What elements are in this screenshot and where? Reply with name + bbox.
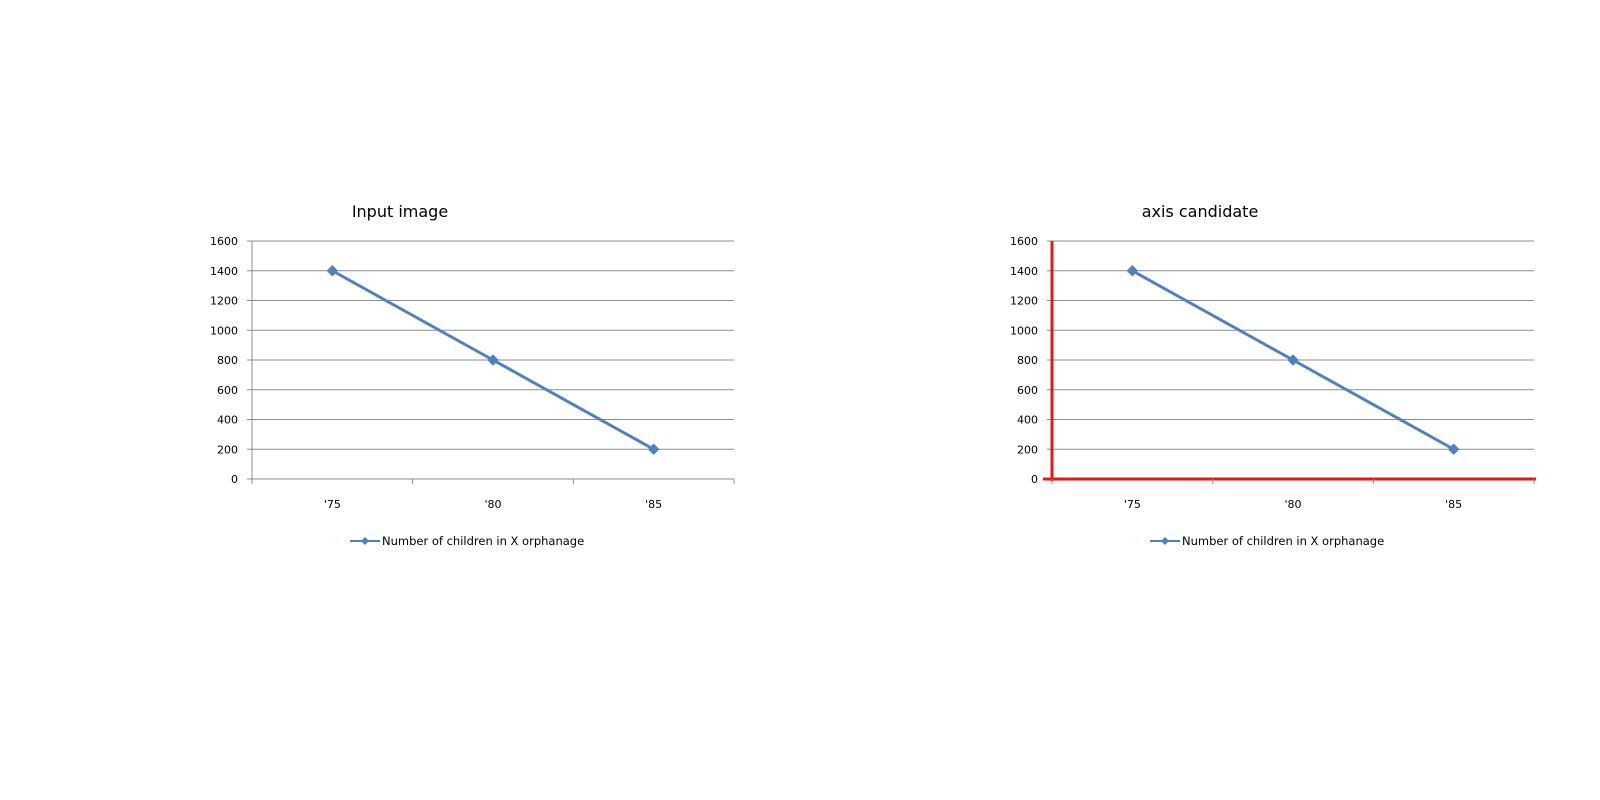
legend-marker xyxy=(361,537,369,545)
x-tick-label: '75 xyxy=(324,498,341,511)
line-chart: 0 200 400 600 800 1000 1200 1400 1600 '75 '80 '85 Nu… xyxy=(1010,235,1536,548)
y-tick-label: 1600 xyxy=(1010,235,1038,248)
y-tick-label: 800 xyxy=(217,354,238,367)
y-tick-label: 0 xyxy=(231,473,238,486)
y-tick-label: 1200 xyxy=(1010,295,1038,308)
y-tick-label: 1000 xyxy=(1010,324,1038,337)
y-tick-label: 200 xyxy=(1017,443,1038,456)
y-tick-label: 1400 xyxy=(210,265,238,278)
y-tick-label: 1200 xyxy=(210,295,238,308)
left-panel: Input image 0 200 400 600 800 1000 1200 1400 160… xyxy=(210,202,735,548)
data-point xyxy=(1287,354,1299,366)
y-tick-label: 200 xyxy=(217,443,238,456)
x-tick-label: '75 xyxy=(1124,498,1141,511)
y-tick-label: 600 xyxy=(217,384,238,397)
x-tick-label: '85 xyxy=(645,498,662,511)
y-tick-label: 400 xyxy=(1017,414,1038,427)
line-chart: 0 200 400 600 800 1000 1200 1400 1600 '75 '80 '85 Nu… xyxy=(210,235,735,548)
panel-title: axis candidate xyxy=(1141,202,1259,221)
y-tick-label: 1600 xyxy=(210,235,238,248)
data-point xyxy=(1126,265,1139,277)
legend-label: Number of children in X orphanage xyxy=(382,534,584,548)
x-tick-label: '80 xyxy=(1284,498,1301,511)
data-point xyxy=(326,265,339,277)
data-point xyxy=(1447,443,1460,455)
x-tick-label: '85 xyxy=(1445,498,1462,511)
y-tick-label: 800 xyxy=(1017,354,1038,367)
right-panel: axis candidate 0 200 400 600 800 1000 1200 1400… xyxy=(800,0,1600,800)
data-point xyxy=(647,443,660,455)
y-tick-label: 600 xyxy=(1017,384,1038,397)
legend-label: Number of children in X orphanage xyxy=(1182,534,1384,548)
y-tick-label: 1400 xyxy=(1010,265,1038,278)
y-tick-label: 0 xyxy=(1031,473,1038,486)
y-tick-label: 400 xyxy=(217,414,238,427)
y-tick-label: 1000 xyxy=(210,324,238,337)
x-tick-label: '80 xyxy=(484,498,501,511)
panel-title: Input image xyxy=(351,202,449,221)
legend-marker xyxy=(1161,537,1169,545)
data-point xyxy=(487,354,499,366)
